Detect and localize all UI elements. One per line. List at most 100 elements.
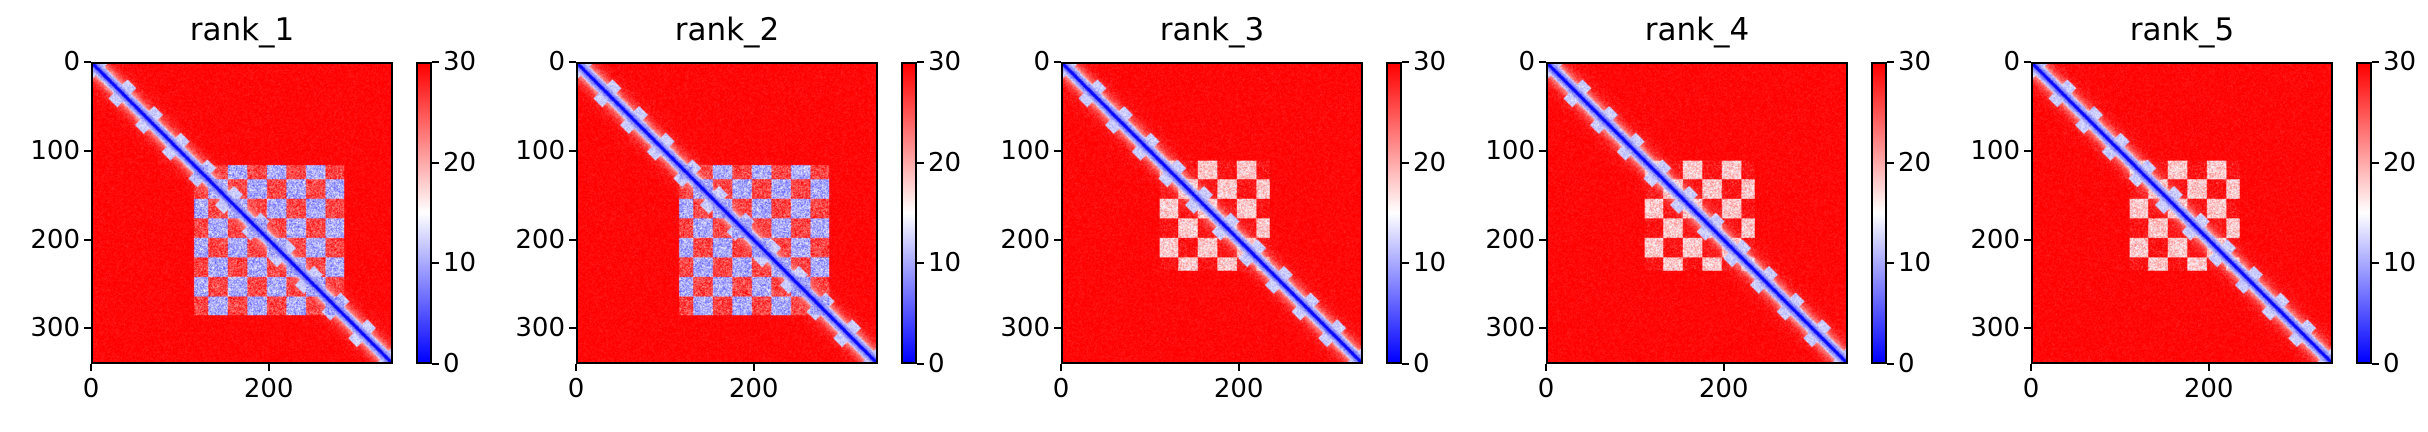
colorbar-tick-label: 20	[928, 147, 962, 178]
colorbar-tick-label: 0	[1413, 349, 1430, 379]
colorbar-tick-label: 30	[2383, 47, 2417, 77]
y-tick-label: 0	[63, 47, 80, 77]
colorbar-tick-label: 20	[2383, 147, 2417, 178]
x-tick	[90, 364, 92, 371]
y-tick-label: 300	[1970, 313, 2020, 344]
x-tick-label: 200	[1213, 374, 1264, 404]
colorbar-tick	[2372, 262, 2379, 265]
y-tick	[84, 149, 91, 152]
colorbar-tick-label: 30	[1413, 47, 1447, 77]
colorbar-tick	[432, 161, 439, 164]
y-tick	[1054, 238, 1061, 241]
colorbar-tick-label: 0	[928, 349, 945, 379]
colorbar-tick	[1887, 262, 1894, 265]
colorbar	[1386, 62, 1402, 364]
panel-rank-1: rank_1 0 100 200 300 0 200 0 10 20 30	[0, 0, 485, 432]
heatmap-image	[91, 62, 393, 364]
y-tick	[1539, 238, 1546, 241]
colorbar-tick	[1402, 262, 1409, 265]
panel-rank-4: rank_4 0 100 200 300 0 200 0 10 20 30	[1455, 0, 1940, 432]
chart-title: rank_1	[189, 12, 295, 48]
heatmap-image	[1546, 62, 1848, 364]
y-tick	[2024, 238, 2031, 241]
colorbar-tick	[432, 61, 439, 63]
panel-rank-5: rank_5 0 100 200 300 0 200 0 10 20 30	[1940, 0, 2425, 432]
y-tick	[569, 61, 576, 63]
colorbar-tick	[1402, 161, 1409, 164]
colorbar-tick-label: 10	[928, 248, 962, 279]
colorbar-tick	[1887, 363, 1894, 365]
colorbar-tick-label: 30	[443, 47, 477, 77]
x-tick-label: 0	[1537, 374, 1555, 404]
x-tick-label: 200	[1698, 374, 1749, 404]
colorbar-tick-label: 20	[443, 147, 477, 178]
y-tick-label: 300	[1000, 313, 1050, 344]
y-tick-label: 200	[515, 224, 565, 255]
chart-title: rank_2	[674, 12, 780, 48]
y-tick-label: 300	[1485, 313, 1535, 344]
x-tick-label: 0	[2022, 374, 2040, 404]
colorbar-tick-label: 30	[928, 47, 962, 77]
colorbar-tick-label: 0	[1898, 349, 1915, 379]
y-tick-label: 100	[30, 135, 80, 166]
y-tick	[84, 327, 91, 330]
x-tick-label: 200	[243, 374, 294, 404]
x-tick	[575, 364, 577, 371]
colorbar-tick-label: 10	[443, 248, 477, 279]
y-tick-label: 0	[2003, 47, 2020, 77]
y-tick	[1054, 149, 1061, 152]
y-tick-label: 200	[1000, 224, 1050, 255]
y-tick	[1539, 61, 1546, 63]
colorbar-tick	[1402, 61, 1409, 63]
x-tick	[2030, 364, 2032, 371]
colorbar-tick	[917, 161, 924, 164]
chart-title: rank_4	[1644, 12, 1750, 48]
y-tick	[1054, 61, 1061, 63]
colorbar-tick	[2372, 161, 2379, 164]
x-tick	[1060, 364, 1062, 371]
x-tick-label: 0	[567, 374, 585, 404]
y-tick	[84, 238, 91, 241]
colorbar-tick-label: 30	[1898, 47, 1932, 77]
y-tick-label: 100	[1485, 135, 1535, 166]
chart-title: rank_5	[2129, 12, 2235, 48]
x-tick-label: 0	[82, 374, 100, 404]
colorbar-tick-label: 20	[1898, 147, 1932, 178]
colorbar-tick	[432, 363, 439, 365]
colorbar-tick	[1887, 61, 1894, 63]
y-tick-label: 200	[1485, 224, 1535, 255]
y-tick-label: 100	[1000, 135, 1050, 166]
x-tick	[1545, 364, 1547, 371]
y-tick	[2024, 61, 2031, 63]
colorbar	[2356, 62, 2372, 364]
y-tick	[2024, 149, 2031, 152]
x-tick	[267, 364, 270, 371]
colorbar-tick	[1402, 363, 1409, 365]
y-tick	[569, 327, 576, 330]
colorbar	[1871, 62, 1887, 364]
y-tick	[84, 61, 91, 63]
y-tick	[569, 238, 576, 241]
x-tick	[2207, 364, 2210, 371]
colorbar-tick-label: 10	[1898, 248, 1932, 279]
x-tick	[1237, 364, 1240, 371]
colorbar-tick-label: 0	[443, 349, 460, 379]
y-tick	[1539, 327, 1546, 330]
y-tick-label: 0	[1033, 47, 1050, 77]
colorbar	[901, 62, 917, 364]
colorbar-tick	[2372, 61, 2379, 63]
heatmap-image	[1061, 62, 1363, 364]
colorbar-tick	[917, 363, 924, 365]
y-tick	[1054, 327, 1061, 330]
heatmap-image	[2031, 62, 2333, 364]
x-tick-label: 0	[1052, 374, 1070, 404]
panel-rank-3: rank_3 0 100 200 300 0 200 0 10 20 30	[970, 0, 1455, 432]
colorbar	[416, 62, 432, 364]
colorbar-tick	[2372, 363, 2379, 365]
x-tick	[752, 364, 755, 371]
y-tick-label: 300	[30, 313, 80, 344]
y-tick	[1539, 149, 1546, 152]
chart-title: rank_3	[1159, 12, 1265, 48]
y-tick-label: 300	[515, 313, 565, 344]
y-tick-label: 100	[515, 135, 565, 166]
